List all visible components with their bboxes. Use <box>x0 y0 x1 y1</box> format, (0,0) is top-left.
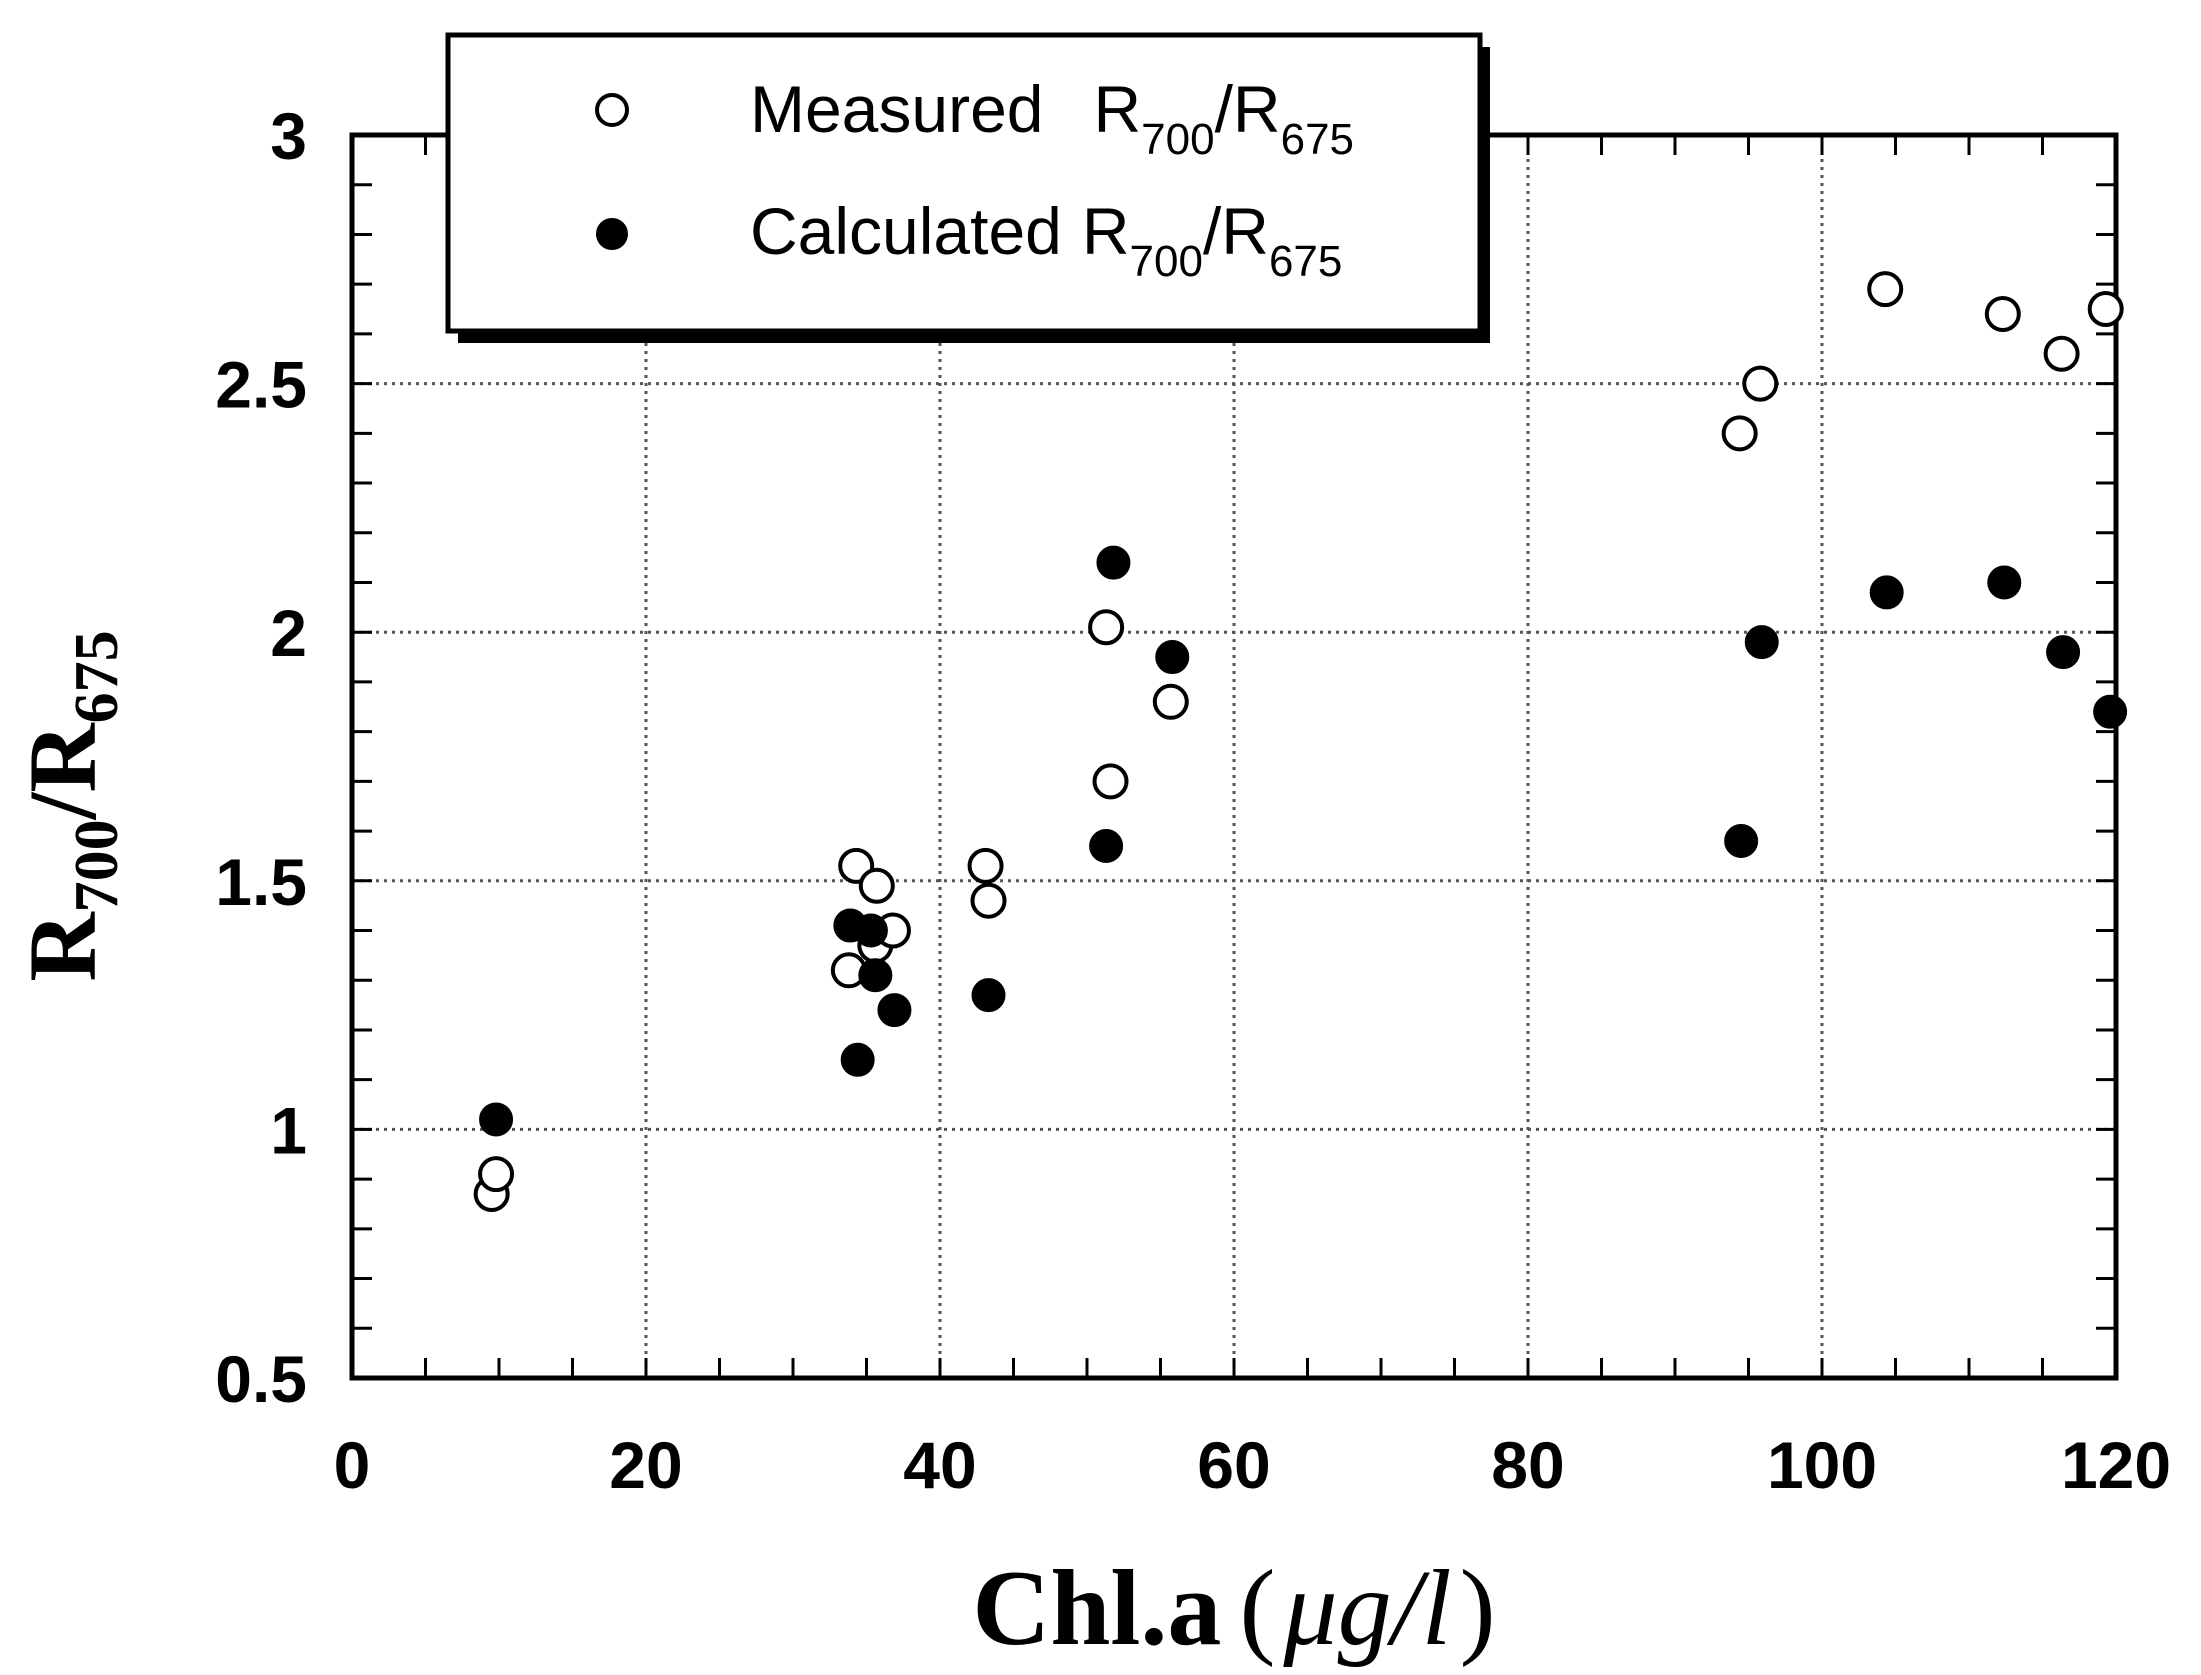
calculated-point <box>479 1102 514 1137</box>
y-tick-label: 1.5 <box>215 845 307 919</box>
legend-calculated-sub1: 700 <box>1130 237 1203 286</box>
y-tick-label: 1 <box>270 1093 307 1167</box>
measured-point <box>1152 683 1189 720</box>
y-axis-title-r1: R <box>9 911 116 982</box>
measured-point <box>1088 609 1125 646</box>
x-tick-label: 20 <box>609 1428 682 1502</box>
data-points <box>473 271 2128 1213</box>
measured-point <box>1867 271 1904 308</box>
legend-measured-sub2: 675 <box>1281 115 1354 164</box>
measured-point <box>1742 365 1779 402</box>
y-tick-label: 0.5 <box>215 1342 307 1416</box>
legend-calculated-name: Calculated <box>750 194 1062 268</box>
legend-measured-r1: R <box>1094 72 1142 146</box>
y-axis-tick-labels: 0.5 1 1.5 2 2.5 3 <box>215 99 307 1416</box>
y-axis-title-sub2: 675 <box>63 630 131 723</box>
measured-point <box>2043 335 2080 372</box>
x-axis-unit-close: ) <box>1460 1549 1496 1668</box>
calculated-point <box>971 978 1006 1013</box>
x-tick-label: 0 <box>334 1428 371 1502</box>
calculated-point <box>2093 694 2128 729</box>
x-tick-label: 40 <box>903 1428 976 1502</box>
calculated-point <box>1869 575 1904 610</box>
y-axis-title-sub1: 700 <box>63 819 131 912</box>
measured-point <box>1092 763 1129 800</box>
y-axis-title: R700/R675 <box>9 630 131 981</box>
x-axis-unit-l: l <box>1422 1549 1452 1668</box>
calculated-point <box>1155 640 1190 675</box>
x-tick-label: 120 <box>2061 1428 2171 1502</box>
legend-measured-label: Measured R700/R675 <box>750 72 1354 164</box>
legend-measured-sub1: 700 <box>1141 115 1214 164</box>
measured-point <box>1984 295 2021 332</box>
calculated-point <box>2046 635 2081 670</box>
x-axis-unit-mu-g: μg <box>1282 1549 1391 1668</box>
calculated-point <box>1096 545 1131 580</box>
x-tick-label: 80 <box>1491 1428 1564 1502</box>
measured-point <box>1721 415 1758 452</box>
legend-calculated-marker <box>596 218 628 250</box>
legend-calculated-r1: R <box>1082 194 1130 268</box>
y-axis-title-slash-r2: /R <box>9 722 116 821</box>
legend-measured-name: Measured <box>750 72 1044 146</box>
calculated-point <box>840 1042 875 1077</box>
x-tick-label: 100 <box>1767 1428 1877 1502</box>
legend-calculated-sub2: 675 <box>1269 237 1342 286</box>
svg-text:R700/R675: R700/R675 <box>9 630 131 981</box>
legend-box <box>445 32 1483 334</box>
measured-point <box>858 867 895 904</box>
calculated-point <box>1724 824 1759 859</box>
x-axis-tick-labels: 0 20 40 60 80 100 120 <box>334 1428 2171 1502</box>
calculated-point <box>877 993 912 1028</box>
legend-calculated-label: Calculated R700/R675 <box>750 194 1342 286</box>
x-axis-unit-open: ( <box>1239 1549 1275 1668</box>
y-tick-label: 3 <box>270 99 307 173</box>
legend-calculated-r2: /R <box>1203 194 1269 268</box>
x-axis-title: Chl.a (μg/l) <box>972 1549 1495 1668</box>
calculated-point <box>853 913 888 948</box>
legend-measured-r2: /R <box>1215 72 1281 146</box>
grid-lines <box>352 135 2116 1378</box>
minor-ticks <box>350 133 2118 1380</box>
calculated-point <box>1987 565 2022 600</box>
measured-point <box>2087 291 2124 328</box>
y-tick-label: 2.5 <box>215 348 307 422</box>
legend: Measured R700/R675 Calculated R700/R675 <box>445 32 1490 343</box>
measured-point <box>970 882 1007 919</box>
calculated-point <box>1744 625 1779 660</box>
calculated-point <box>1089 828 1124 863</box>
measured-point <box>478 1156 515 1193</box>
calculated-point <box>858 958 893 993</box>
legend-measured-marker <box>595 93 629 127</box>
x-tick-label: 60 <box>1197 1428 1270 1502</box>
y-tick-label: 2 <box>270 596 307 670</box>
x-axis-title-label: Chl.a <box>972 1549 1221 1668</box>
measured-point <box>967 847 1004 884</box>
